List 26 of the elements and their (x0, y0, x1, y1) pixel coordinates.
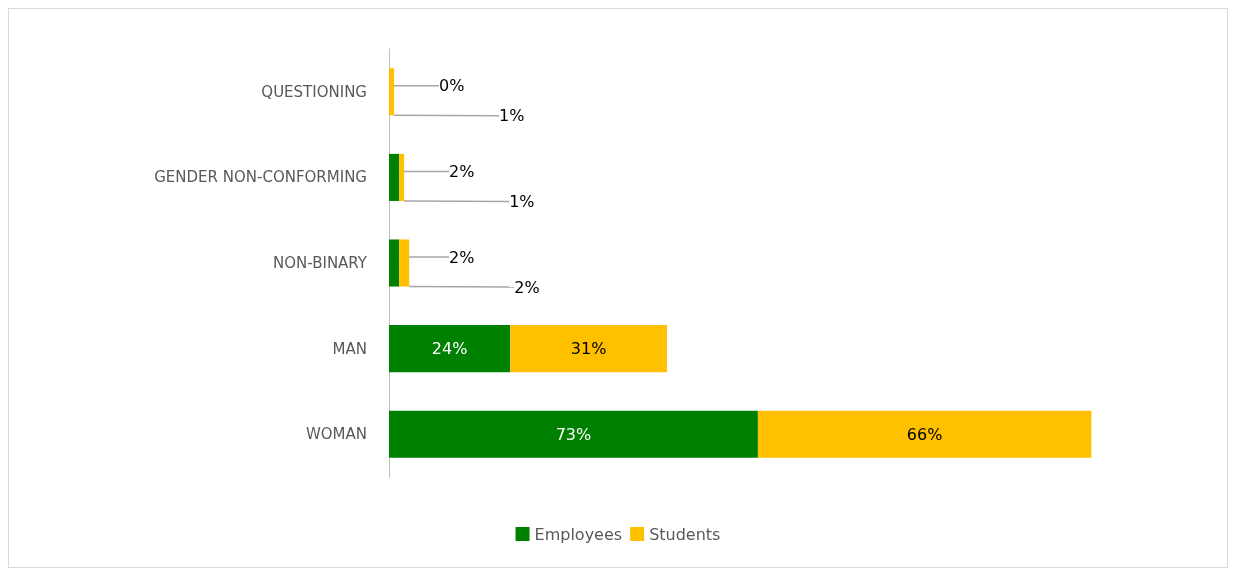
bar (389, 239, 400, 287)
legend-label: Employees (534, 524, 623, 544)
bar (757, 410, 1092, 458)
bar (389, 68, 395, 116)
bar (389, 153, 400, 201)
bar (399, 239, 410, 287)
data-label: 0% (439, 76, 465, 96)
data-label: 73% (555, 424, 592, 444)
y-tick-label: NON-BINARY (273, 254, 368, 272)
data-label: 2% (514, 277, 540, 297)
data-label: 1% (509, 191, 535, 211)
y-tick-label: GENDER NON-CONFORMING (154, 168, 367, 187)
bar (389, 410, 758, 458)
data-label: 2% (449, 161, 475, 181)
y-tick-label: MAN (332, 339, 367, 358)
legend-label: Students (649, 524, 721, 544)
bar (389, 325, 511, 373)
data-label: 24% (431, 339, 468, 359)
data-label: 1% (499, 106, 525, 126)
y-tick-label: QUESTIONING (261, 82, 367, 101)
data-label: 31% (570, 339, 607, 359)
y-tick-label: WOMAN (305, 425, 367, 444)
bar (510, 325, 667, 373)
bar (399, 153, 405, 201)
data-label: 66% (906, 424, 943, 444)
data-label: 2% (449, 247, 475, 267)
